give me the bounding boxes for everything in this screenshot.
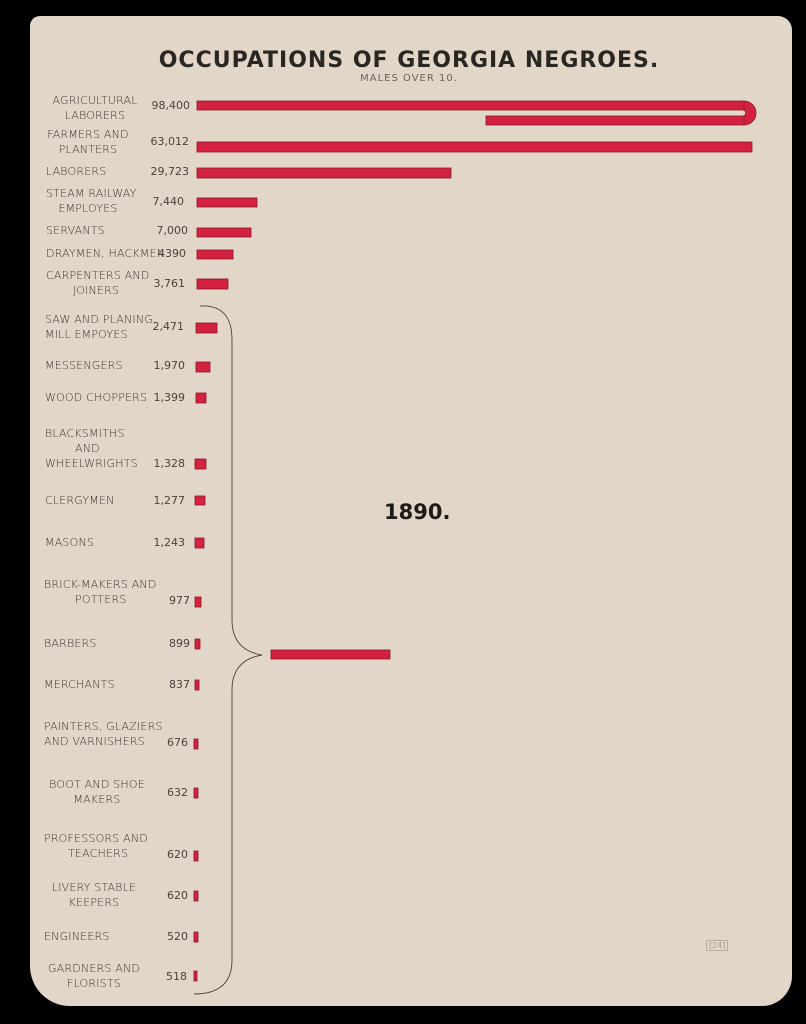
bar-draymen [196,249,234,260]
bar-professors [193,850,199,862]
value-messengers: 1,970 [153,359,186,372]
label-livery: LIVERY STABLE KEEPERS [51,881,137,909]
label-saw-mill: SAW AND PLANING MILL EMPOYES [45,313,153,341]
label-barbers: BARBERS [44,637,97,650]
bar-laborers [196,167,452,179]
label-clergymen: CLERGYMEN [45,494,115,507]
bar-clergymen [194,495,206,506]
bar-livery [193,890,199,902]
chart-title: OCCUPATIONS OF GEORGIA NEGROES. [158,48,660,73]
bar-wood-choppers [195,392,207,404]
bar-blacksmiths [194,458,207,470]
label-merchants: MERCHANTS [44,678,115,691]
label-gardners: GARDNERS AND FLORISTS [47,962,141,990]
paper-sheet [30,16,792,1006]
bar-farmers-planters [196,141,753,153]
label-professors: PROFESSORS AND TEACHERS [44,832,148,860]
value-servants: 7,000 [156,224,189,237]
bar-messengers [195,361,211,373]
value-masons: 1,243 [153,536,186,549]
value-professors: 620 [167,848,188,861]
label-carpenters: CARPENTERS AND JOINERS [46,269,150,297]
bar-carpenters [196,278,229,290]
bar-boot-shoe [193,787,199,799]
plate-number-stamp: [24] [706,940,729,951]
value-painters: 676 [167,736,188,749]
label-laborers: LABORERS [46,165,107,178]
bar-gardners [193,970,198,982]
bar-saw-mill [195,322,218,334]
label-servants: SERVANTS [46,224,105,237]
value-laborers: 29,723 [150,165,190,178]
bar-barbers [194,638,201,650]
bar-painters [193,738,199,750]
value-blacksmiths: 1,328 [153,457,186,470]
label-draymen: DRAYMEN, HACKMEN [46,247,166,260]
value-merchants: 837 [169,678,190,691]
value-brick-makers: 977 [169,594,190,607]
label-steam-railway: STEAM RAILWAY EMPLOYES [46,187,137,215]
bar-servants [196,227,252,238]
value-gardners: 518 [166,970,187,983]
value-barbers: 899 [169,637,190,650]
value-engineers: 520 [167,930,188,943]
label-wood-choppers: WOOD CHOPPERS [45,391,148,404]
value-saw-mill: 2,471 [152,320,185,333]
bar-combined-group [270,649,391,660]
year-annotation: 1890. [384,500,451,524]
bar-masons [194,537,205,549]
value-boot-shoe: 632 [167,786,188,799]
value-draymen: 4390 [158,247,186,260]
bar-steam-railway [196,197,258,208]
label-farmers-planters: FARMERS AND PLANTERS [47,128,129,156]
label-brick-makers: BRICK-MAKERS AND POTTERS [44,578,157,606]
bar-engineers [193,931,199,943]
label-blacksmiths: BLACKSMITHS AND WHEELWRIGHTS [45,427,138,470]
value-farmers-planters: 63,012 [150,135,190,148]
label-boot-shoe: BOOT AND SHOE MAKERS [49,778,145,806]
value-wood-choppers: 1,399 [153,391,186,404]
label-messengers: MESSENGERS [45,359,123,372]
label-agricultural-laborers: AGRICULTURAL LABORERS [52,94,138,122]
bar-merchants [194,679,200,691]
bar-brick-makers [194,596,202,608]
label-painters: PAINTERS, GLAZIERS AND VARNISHERS [44,720,163,748]
value-clergymen: 1,277 [153,494,186,507]
value-livery: 620 [167,889,188,902]
value-carpenters: 3,761 [153,277,186,290]
value-agricultural-laborers: 98,400 [151,99,191,112]
label-engineers: ENGINEERS [44,930,110,943]
grouping-bracket [193,305,263,995]
chart-subtitle: MALES OVER 10. [360,73,458,84]
label-masons: MASONS [45,536,95,549]
value-steam-railway: 7,440 [152,195,185,208]
